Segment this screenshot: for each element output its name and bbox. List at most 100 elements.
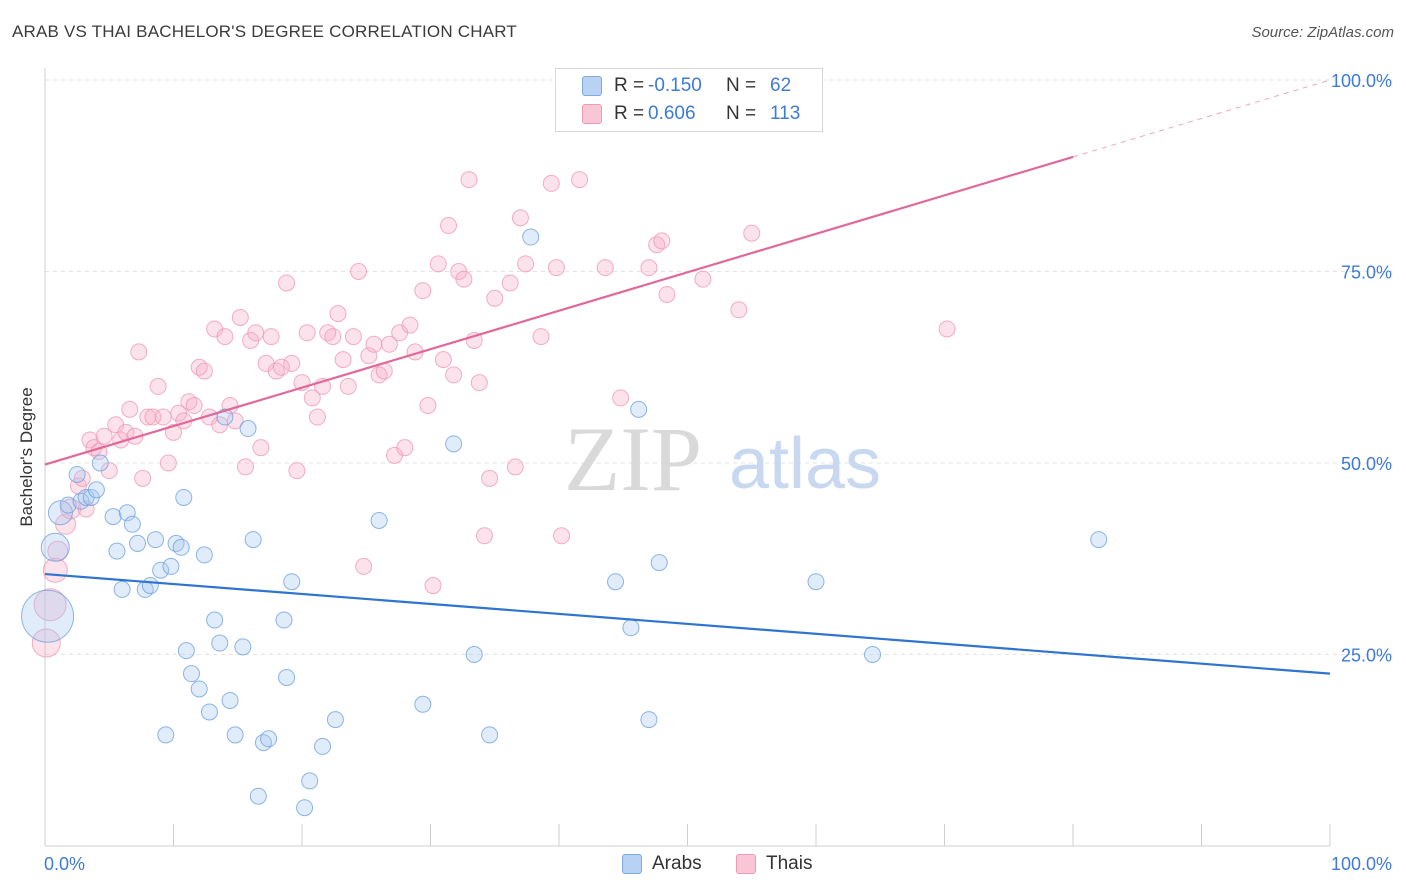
thais-point [231, 308, 249, 326]
thais-point [134, 469, 152, 487]
thais-point [542, 174, 560, 192]
thais-point [414, 282, 432, 300]
arabs-point [40, 532, 70, 562]
thais-point [344, 328, 362, 346]
thais-point [81, 431, 99, 449]
thais-point [324, 328, 342, 346]
x-tick-label: 0.0% [44, 854, 85, 874]
arabs-point [157, 726, 175, 744]
thais-point [532, 328, 550, 346]
thais-point [419, 397, 437, 415]
arabs-point [206, 611, 224, 629]
thais-point [501, 274, 519, 292]
bottom-legend-label-arabs: Arabs [652, 853, 702, 874]
arabs-points [21, 228, 1108, 817]
arabs-point [200, 703, 218, 721]
y-tick-label: 50.0% [1341, 454, 1392, 474]
thais-point [445, 366, 463, 384]
thais-point [185, 397, 203, 415]
arabs-point [301, 772, 319, 790]
arabs-point [129, 534, 147, 552]
thais-point [139, 408, 157, 426]
thais-point [401, 316, 419, 334]
thais-point [511, 209, 529, 227]
arabs-point [650, 554, 668, 572]
arabs-point [226, 726, 244, 744]
thais-point [159, 454, 177, 472]
arabs-point [175, 488, 193, 506]
thais-trend-extension [1072, 79, 1331, 158]
arabs-point [283, 573, 301, 591]
arabs-point [445, 435, 463, 453]
thais-point [288, 462, 306, 480]
legend-r-label: R = [614, 75, 645, 96]
arabs-point [249, 787, 267, 805]
thais-point [460, 171, 478, 189]
arabs-point [275, 611, 293, 629]
thais-point [653, 232, 671, 250]
arabs-point [244, 531, 262, 549]
arabs-point [147, 531, 165, 549]
y-tick-label: 75.0% [1341, 263, 1392, 283]
arabs-point [91, 454, 109, 472]
arabs-point [87, 481, 105, 499]
arabs-point [195, 546, 213, 564]
chart-title: ARAB VS THAI BACHELOR'S DEGREE CORRELATI… [12, 22, 518, 41]
legend-n-label: N = [726, 75, 757, 96]
bottom-legend-arabs: Arabs [622, 852, 702, 876]
thais-point [216, 328, 234, 346]
thais-point [121, 400, 139, 418]
arabs-point [113, 580, 131, 598]
thais-point [486, 289, 504, 307]
thais-point [658, 285, 676, 303]
thais-point [547, 259, 565, 277]
legend-swatch-thais [582, 104, 602, 124]
thais-point [298, 324, 316, 342]
arabs-point [177, 642, 195, 660]
thais-point [350, 263, 368, 280]
thais-point [434, 351, 452, 369]
thais-points [31, 171, 956, 658]
thais-point [154, 408, 172, 426]
legend-n-value: 62 [770, 75, 792, 96]
thais-point [640, 259, 658, 277]
arabs-point [370, 511, 388, 529]
bottom-legend-swatch-arabs [622, 854, 642, 874]
arabs-point [314, 737, 332, 755]
thais-point [33, 588, 67, 622]
thais-point [730, 301, 748, 319]
thais-point [380, 335, 398, 353]
thais-point [938, 320, 956, 338]
thais-point [339, 377, 357, 395]
thais-point [329, 305, 347, 323]
thais-point [553, 527, 571, 545]
arabs-point [414, 695, 432, 713]
arabs-point [278, 668, 296, 686]
thais-point [596, 259, 614, 277]
arabs-point [239, 420, 257, 438]
thais-point [334, 351, 352, 369]
thais-point [149, 377, 167, 395]
y-tick-label: 100.0% [1331, 71, 1392, 91]
watermark-zip: ZIP [564, 408, 702, 510]
arabs-point [296, 799, 314, 817]
thais-point [475, 527, 493, 545]
arabs-point [123, 515, 141, 533]
legend-swatch-arabs [582, 76, 602, 96]
thais-point [439, 217, 457, 235]
watermark: ZIP atlas [564, 408, 881, 510]
axes [44, 68, 1331, 847]
y-tick-label: 25.0% [1341, 646, 1392, 666]
legend-row-arabs: R = -0.150 N = 62 [582, 73, 791, 99]
arabs-point [182, 665, 200, 683]
arabs-point [807, 573, 825, 591]
arabs-point [211, 634, 229, 652]
arabs-point [59, 496, 77, 514]
arabs-point [104, 508, 122, 526]
arabs-point [622, 619, 640, 637]
thais-point [272, 358, 290, 376]
thais-point [278, 274, 296, 292]
arabs-point [141, 577, 159, 595]
arabs-point [172, 538, 190, 556]
tick-labels: 25.0% 50.0% 75.0% 100.0% 0.0% 100.0% [44, 71, 1392, 874]
